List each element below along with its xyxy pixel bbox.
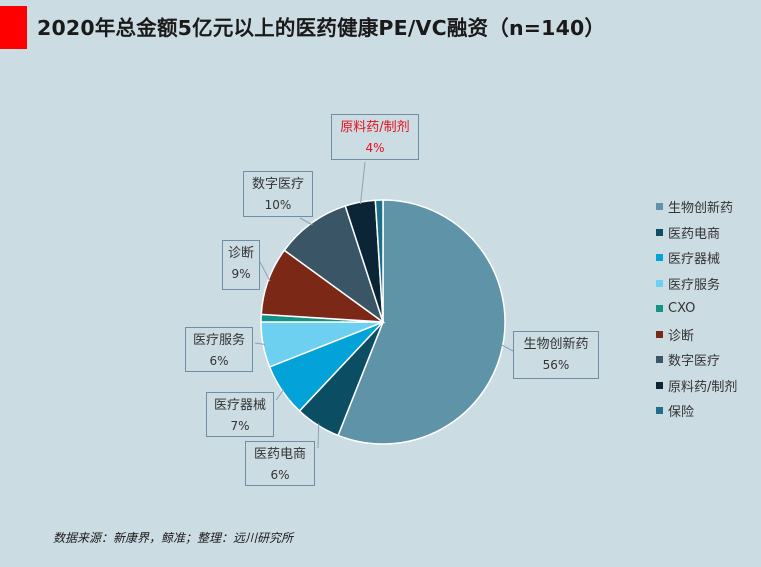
pie-slice-digital-health bbox=[283, 205, 385, 324]
legend-item-pharma-ecommerce: 医药电商 bbox=[656, 220, 737, 246]
data-label-category: 医疗服务 bbox=[192, 333, 245, 348]
legend-label: 诊断 bbox=[668, 328, 695, 344]
leader-line-biotech bbox=[500, 344, 516, 353]
legend-swatch bbox=[656, 254, 663, 262]
legend-swatch bbox=[656, 305, 663, 313]
data-label-percent: 10% bbox=[264, 198, 292, 212]
chart-legend: 生物创新药医药电商医疗器械医疗服务 CXO 诊断数字医疗原料药/制剂 保险 bbox=[656, 194, 737, 424]
legend-swatch bbox=[656, 381, 663, 389]
data-label-category: 医药电商 bbox=[253, 447, 306, 462]
legend-label: 原料药/制剂 bbox=[668, 379, 738, 395]
data-label-digital-health: 数字医疗 10% bbox=[243, 171, 313, 217]
legend-swatch bbox=[656, 203, 663, 211]
data-label-percent: 6% bbox=[209, 354, 229, 368]
data-label-medical-devices: 医疗器械 7% bbox=[206, 392, 274, 437]
legend-item-medical-devices: 医疗器械 bbox=[656, 245, 737, 271]
legend-swatch bbox=[656, 330, 663, 338]
data-label-percent: 6% bbox=[270, 468, 290, 482]
legend-label: 医疗器械 bbox=[668, 252, 721, 268]
data-label-category: 原料药/制剂 bbox=[340, 120, 410, 135]
legend-label: CXO bbox=[668, 301, 696, 317]
data-label-percent: 7% bbox=[230, 419, 250, 433]
legend-label: 保险 bbox=[668, 405, 695, 421]
legend-item-digital-health: 数字医疗 bbox=[656, 347, 737, 373]
legend-swatch bbox=[656, 279, 663, 287]
data-label-biotech: 生物创新药 56% bbox=[513, 331, 599, 379]
legend-item-cxo: CXO bbox=[656, 296, 737, 322]
legend-label: 数字医疗 bbox=[668, 354, 721, 370]
data-label-category: 医疗器械 bbox=[213, 398, 266, 413]
data-label-pharma-ecommerce: 医药电商 6% bbox=[245, 441, 315, 486]
data-label-medical-services: 医疗服务 6% bbox=[185, 327, 253, 372]
leader-line-medical-services bbox=[254, 342, 266, 345]
data-label-api-formulation: 原料药/制剂 4% bbox=[331, 114, 419, 160]
legend-label: 生物创新药 bbox=[668, 201, 734, 217]
data-label-category: 数字医疗 bbox=[251, 177, 304, 192]
source-note: 数据来源：新康界，鲸准；整理：远川研究所 bbox=[53, 531, 294, 545]
data-label-percent: 56% bbox=[542, 358, 570, 372]
title-accent-bar bbox=[0, 6, 27, 49]
data-label-percent: 4% bbox=[365, 141, 385, 155]
legend-item-api-formulation: 原料药/制剂 bbox=[656, 373, 737, 399]
data-label-category: 生物创新药 bbox=[523, 337, 589, 352]
data-label-percent: 9% bbox=[231, 267, 251, 281]
legend-label: 医疗服务 bbox=[668, 277, 721, 293]
legend-item-biotech: 生物创新药 bbox=[656, 194, 737, 220]
leader-line-diagnostics bbox=[259, 261, 271, 282]
leader-line-pharma-ecommerce bbox=[317, 423, 320, 449]
legend-label: 医药电商 bbox=[668, 226, 721, 242]
leader-line-api-formulation bbox=[360, 161, 366, 205]
legend-item-diagnostics: 诊断 bbox=[656, 322, 737, 348]
leader-line-medical-devices bbox=[275, 389, 285, 401]
pie-slice-biotech bbox=[337, 199, 506, 445]
chart-title: 2020年总金额5亿元以上的医药健康PE/VC融资（n=140） bbox=[37, 16, 606, 40]
legend-swatch bbox=[656, 356, 663, 364]
legend-item-insurance: 保险 bbox=[656, 398, 737, 424]
data-label-diagnostics: 诊断 9% bbox=[222, 240, 260, 290]
leader-line-digital-health bbox=[299, 217, 313, 226]
legend-item-medical-services: 医疗服务 bbox=[656, 271, 737, 297]
legend-swatch bbox=[656, 407, 663, 415]
data-label-category: 诊断 bbox=[227, 246, 254, 261]
pie-slice-insurance bbox=[374, 199, 384, 323]
legend-swatch bbox=[656, 228, 663, 236]
